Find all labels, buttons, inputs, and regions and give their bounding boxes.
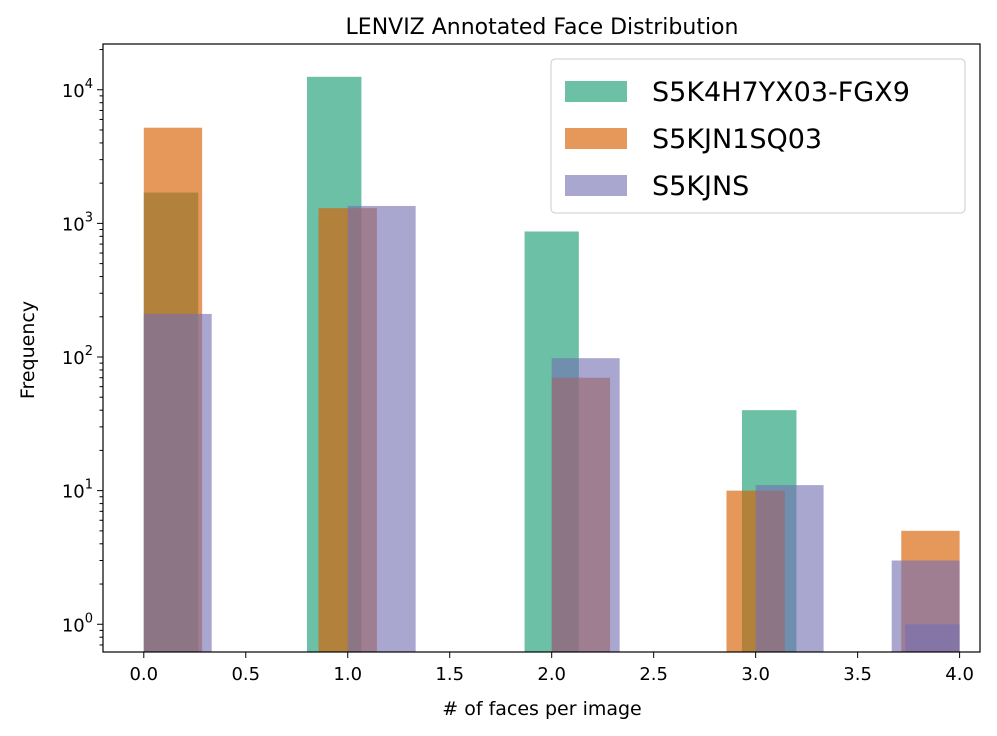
bar-s2-b3 — [755, 485, 824, 652]
x-tick-label: 2.5 — [639, 664, 668, 685]
axes-layer: 0.0 0.5 1.0 1.5 2.0 2.5 3.0 3.5 4.0 100 101 102 103 1… — [62, 43, 981, 685]
legend-swatch-2 — [565, 175, 627, 196]
x-tick-label: 3.5 — [843, 664, 872, 685]
x-tick-label: 4.0 — [945, 664, 974, 685]
bars-layer — [143, 76, 960, 653]
legend-swatch-0 — [565, 81, 627, 102]
chart-title: LENVIZ Annotated Face Distribution — [346, 15, 739, 40]
plot-frame — [102, 43, 981, 653]
legend-label-1: S5KJN1SQ03 — [652, 124, 822, 155]
x-tick-label: 1.5 — [435, 664, 464, 685]
x-tick-label: 1.0 — [333, 664, 362, 685]
y-axis-label: Frequency — [17, 301, 39, 399]
x-tick-label: 0.0 — [129, 664, 158, 685]
legend-swatch-1 — [565, 128, 627, 149]
bar-s3-b0 — [905, 624, 960, 652]
y-tick-label: 103 — [62, 210, 93, 235]
bar-s2-b2 — [551, 358, 620, 652]
x-tick-label: 3.0 — [741, 664, 770, 685]
x-tick-label: 0.5 — [231, 664, 260, 685]
legend-box — [550, 58, 966, 214]
y-tick-label: 100 — [62, 611, 93, 636]
bar-s2-b0 — [143, 313, 212, 652]
legend-label-2: S5KJNS — [652, 171, 749, 202]
x-axis-label: # of faces per image — [442, 698, 642, 720]
x-tick-label: 2.0 — [537, 664, 566, 685]
y-tick-label: 102 — [62, 344, 93, 369]
bar-s2-b1 — [347, 205, 416, 652]
legend: S5K4H7YX03-FGX9 S5KJN1SQ03 S5KJNS — [550, 58, 966, 214]
y-tick-label: 101 — [62, 478, 93, 503]
legend-label-0: S5K4H7YX03-FGX9 — [652, 77, 910, 108]
y-tick-label: 104 — [62, 77, 93, 102]
